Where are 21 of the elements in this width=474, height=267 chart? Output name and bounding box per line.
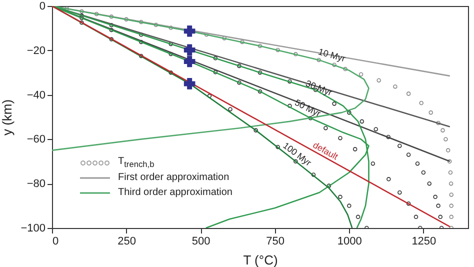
y-tick-label: 0 <box>39 0 46 12</box>
x-axis-title: T (°C) <box>243 252 278 267</box>
y-axis-title: y (km) <box>0 99 15 136</box>
annotation: 10 Myr <box>317 46 346 64</box>
x-tick-label: 500 <box>192 236 210 248</box>
y-tick-label: −60 <box>26 134 46 146</box>
x-tick-label: 250 <box>118 236 136 248</box>
x-tick-label: 1000 <box>337 236 362 248</box>
annotation: 100 Myr <box>281 140 314 168</box>
x-tick-label: 750 <box>266 236 285 248</box>
x-tick-label: 0 <box>52 236 59 248</box>
y-tick-label: −80 <box>26 178 46 190</box>
legend-label: Third order approximation <box>118 187 232 198</box>
annotation: 50 Myr <box>293 97 322 119</box>
y-tick-label: −40 <box>26 89 46 102</box>
x-tick-label: 1250 <box>412 236 436 248</box>
annotation: 30 Myr <box>304 78 334 98</box>
legend-label: T$_{trench,b}$ <box>118 156 154 169</box>
y-tick-label: −100 <box>20 222 46 234</box>
legend-label: First order approximation <box>118 172 230 183</box>
y-tick-label: −20 <box>26 44 46 57</box>
